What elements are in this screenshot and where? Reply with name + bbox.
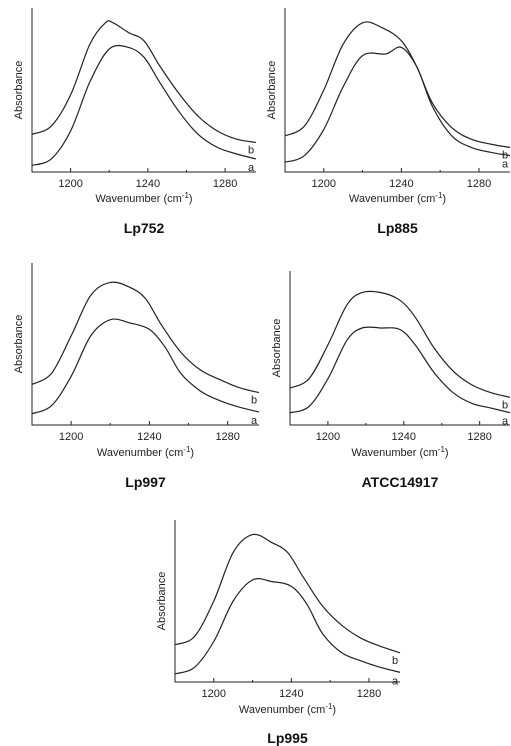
- series-line-b: [289, 290, 511, 398]
- series-label-a: a: [248, 162, 255, 174]
- x-axis-label: Wavenumber (cm-1): [97, 445, 194, 459]
- axes-frame: [31, 263, 259, 426]
- chart-panel-Lp995: 1200 1240 1280 Wavenumber (cm-1) Absorbance b…: [156, 520, 401, 746]
- x-axis-label: Wavenumber (cm-1): [349, 191, 446, 205]
- panel-title: Lp995: [267, 730, 308, 746]
- panel-title: Lp997: [125, 474, 166, 490]
- series-line-b: [31, 20, 257, 144]
- series-label-b: b: [251, 395, 257, 407]
- panel-title: Lp885: [377, 220, 418, 236]
- panel-title: ATCC14917: [362, 474, 439, 490]
- series-line-a: [284, 46, 511, 163]
- y-axis-label: Absorbance: [13, 315, 25, 374]
- chart-panel-Lp997: 1200 1240 1280 Wavenumber (cm-1) Absorbance b…: [13, 263, 260, 490]
- x-tick-label: 1200: [59, 431, 83, 443]
- x-tick-label: 1280: [215, 431, 239, 443]
- series-line-a: [31, 318, 260, 415]
- x-axis-label: Wavenumber (cm-1): [239, 702, 336, 716]
- y-axis-label: Absorbance: [13, 61, 25, 120]
- chart-panel-ATCC14917: 1200 1240 1280 Wavenumber (cm-1) Absorbance b…: [271, 271, 511, 490]
- series-line-b: [31, 281, 260, 394]
- x-axis-label: Wavenumber (cm-1): [95, 191, 192, 205]
- y-axis-label: Absorbance: [156, 572, 168, 631]
- x-tick-label: 1200: [312, 178, 336, 190]
- x-axis-label: Wavenumber (cm-1): [351, 445, 448, 459]
- axes-frame: [174, 520, 400, 683]
- x-tick-label: 1240: [136, 178, 160, 190]
- x-tick-label: 1280: [357, 688, 381, 700]
- series-line-a: [31, 44, 257, 166]
- x-tick-label: 1240: [389, 178, 413, 190]
- series-label-a: a: [502, 416, 509, 428]
- x-tick-label: 1280: [213, 178, 237, 190]
- x-tick-label: 1200: [202, 688, 226, 700]
- series-label-b: b: [392, 655, 398, 667]
- x-tick-label: 1280: [467, 431, 491, 443]
- series-label-a: a: [251, 415, 258, 427]
- panel-title: Lp752: [124, 220, 165, 236]
- series-label-b: b: [248, 144, 254, 156]
- x-tick-label: 1240: [279, 688, 303, 700]
- x-tick-label: 1200: [316, 431, 340, 443]
- series-line-b: [174, 533, 401, 654]
- chart-panel-Lp752: 1200 1240 1280 Wavenumber (cm-1) Absorbance b…: [13, 8, 257, 236]
- x-tick-label: 1200: [58, 178, 82, 190]
- x-tick-label: 1240: [392, 431, 416, 443]
- axes-frame: [289, 271, 510, 426]
- axes-frame: [31, 8, 256, 173]
- axes-frame: [284, 8, 510, 173]
- series-line-a: [174, 578, 401, 675]
- series-line-b: [284, 21, 511, 148]
- series-label-a: a: [502, 159, 509, 171]
- x-tick-label: 1280: [467, 178, 491, 190]
- x-tick-label: 1240: [137, 431, 161, 443]
- y-axis-label: Absorbance: [271, 319, 283, 378]
- series-line-a: [289, 326, 511, 414]
- series-label-b: b: [502, 399, 508, 411]
- y-axis-label: Absorbance: [266, 61, 278, 120]
- series-label-a: a: [392, 675, 399, 687]
